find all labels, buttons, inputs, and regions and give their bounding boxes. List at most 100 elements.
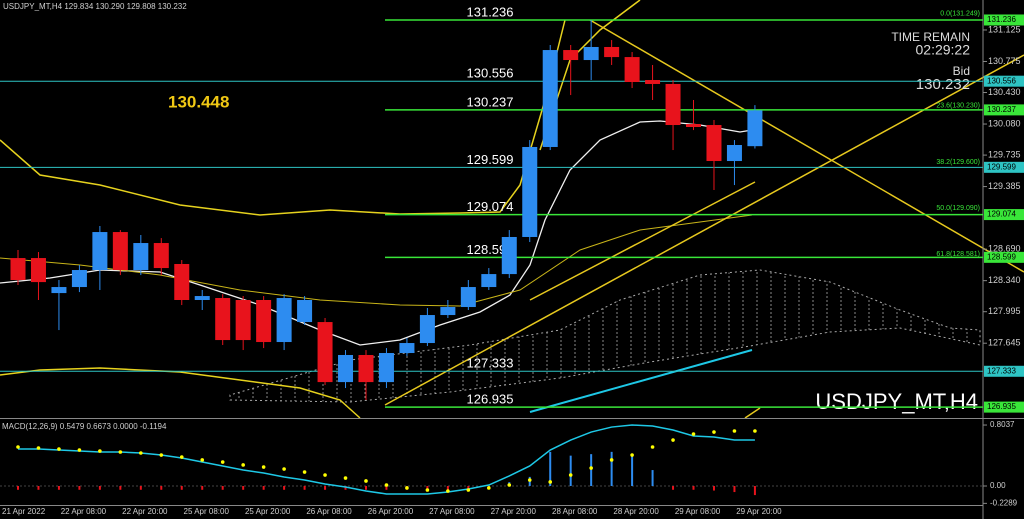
candle-body — [256, 299, 272, 343]
macd-signal — [343, 476, 348, 480]
macd-tick-label: 0.00 — [990, 481, 1006, 490]
candle-body — [30, 258, 46, 283]
level-box — [984, 14, 1024, 26]
candle-body — [460, 287, 476, 308]
level-box-label: 129.599 — [987, 162, 1016, 171]
candle-body — [338, 354, 354, 383]
x-tick-label: 22 Apr 20:00 — [122, 507, 168, 516]
macd-signal — [200, 458, 205, 462]
macd-signal — [507, 483, 512, 487]
macd-signal — [568, 473, 573, 477]
level-label: 130.237 — [467, 94, 514, 109]
macd-signal — [36, 446, 41, 450]
y-tick-label: 128.690 — [988, 244, 1021, 254]
macd-signal — [732, 429, 737, 433]
candle-body — [10, 258, 26, 281]
macd-signal — [527, 478, 532, 482]
fib-label: 0.0(131.249) — [940, 11, 980, 18]
macd-signal — [139, 451, 143, 455]
candle-body — [317, 322, 333, 383]
y-tick-label: 129.735 — [988, 149, 1021, 159]
level-box — [984, 401, 1024, 413]
candle-body — [726, 145, 742, 162]
candle-body — [624, 57, 640, 82]
y-tick-label: 128.340 — [988, 275, 1021, 285]
annotation: 130.448 — [168, 92, 229, 111]
macd-signal — [220, 460, 225, 464]
macd-signal — [650, 445, 655, 449]
macd-signal — [241, 463, 245, 467]
level-box — [984, 209, 1024, 221]
x-tick-label: 22 Apr 08:00 — [61, 507, 107, 516]
time-remain-label: TIME REMAIN — [891, 30, 970, 44]
candle-body — [665, 83, 681, 126]
level-box-label: 126.935 — [987, 402, 1016, 411]
macd-signal — [302, 470, 307, 474]
x-tick-label: 27 Apr 08:00 — [429, 507, 475, 516]
base-line — [529, 349, 753, 413]
y-tick-label: 127.645 — [988, 338, 1021, 348]
candle-body — [501, 236, 517, 275]
x-tick-label: 27 Apr 20:00 — [491, 507, 537, 516]
level-label: 127.333 — [467, 356, 514, 371]
x-tick-label: 25 Apr 08:00 — [184, 507, 230, 516]
y-tick-label: 131.125 — [988, 24, 1021, 34]
level-box — [984, 104, 1024, 116]
candle-body — [215, 298, 231, 341]
x-tick-label: 26 Apr 20:00 — [368, 507, 414, 516]
candle-body — [71, 270, 87, 288]
header: USDJPY_MT,H4 129.834 130.290 129.808 130… — [3, 2, 187, 11]
x-tick-label: 28 Apr 08:00 — [552, 507, 598, 516]
level-box — [984, 251, 1024, 263]
candle-body — [399, 343, 415, 354]
candle-body — [563, 50, 579, 61]
level-box-label: 127.333 — [987, 366, 1016, 375]
macd-signal — [609, 458, 614, 462]
level-label: 131.236 — [467, 4, 514, 19]
candle-body — [51, 287, 67, 294]
macd-tick-label: -0.2289 — [990, 498, 1018, 507]
macd-signal — [487, 486, 491, 490]
x-tick-label: 26 Apr 08:00 — [306, 507, 352, 516]
level-box-label: 128.599 — [987, 252, 1016, 261]
macd-signal — [179, 455, 184, 459]
overlays — [0, 0, 1024, 419]
level-label: 129.074 — [467, 199, 514, 214]
moving-average — [0, 120, 753, 346]
fib-label: 38.2(129.600) — [936, 159, 980, 166]
macd-tick-label: 0.8037 — [990, 420, 1015, 429]
level-box-label: 130.556 — [987, 76, 1016, 85]
trend-line — [384, 54, 1024, 406]
macd-signal — [16, 445, 20, 449]
level-label: 129.599 — [467, 152, 514, 167]
macd-signal — [405, 486, 409, 490]
candle-body — [276, 298, 292, 343]
fib-label: 23.6(130.230) — [936, 102, 980, 109]
candle-body — [235, 299, 251, 341]
trend-line — [744, 407, 761, 419]
y-tick-label: 129.385 — [988, 181, 1021, 191]
trend-line — [529, 181, 756, 301]
y-tick-label: 130.775 — [988, 56, 1021, 66]
candle-body — [645, 80, 661, 84]
macd-signal — [630, 453, 634, 457]
watermark: USDJPY_MT,H4 — [815, 389, 978, 414]
macd-signal — [446, 489, 450, 493]
trend-line — [589, 19, 1024, 273]
level-box-label: 130.237 — [987, 105, 1016, 114]
macd-signal — [384, 483, 389, 487]
candle-body — [747, 110, 763, 147]
candle-body — [440, 307, 456, 316]
level-box — [984, 75, 1024, 87]
candle-body — [174, 263, 190, 300]
macd-signal — [57, 447, 61, 451]
candle-body — [419, 315, 435, 344]
candle-body — [542, 50, 558, 147]
macd-signal — [159, 453, 164, 457]
macd-signal — [589, 466, 593, 470]
candle-body — [194, 296, 210, 300]
x-tick-label: 28 Apr 20:00 — [613, 507, 659, 516]
y-tick-label: 130.430 — [988, 87, 1021, 97]
level-box-label: 129.074 — [987, 210, 1016, 219]
macd-signal — [98, 449, 102, 453]
